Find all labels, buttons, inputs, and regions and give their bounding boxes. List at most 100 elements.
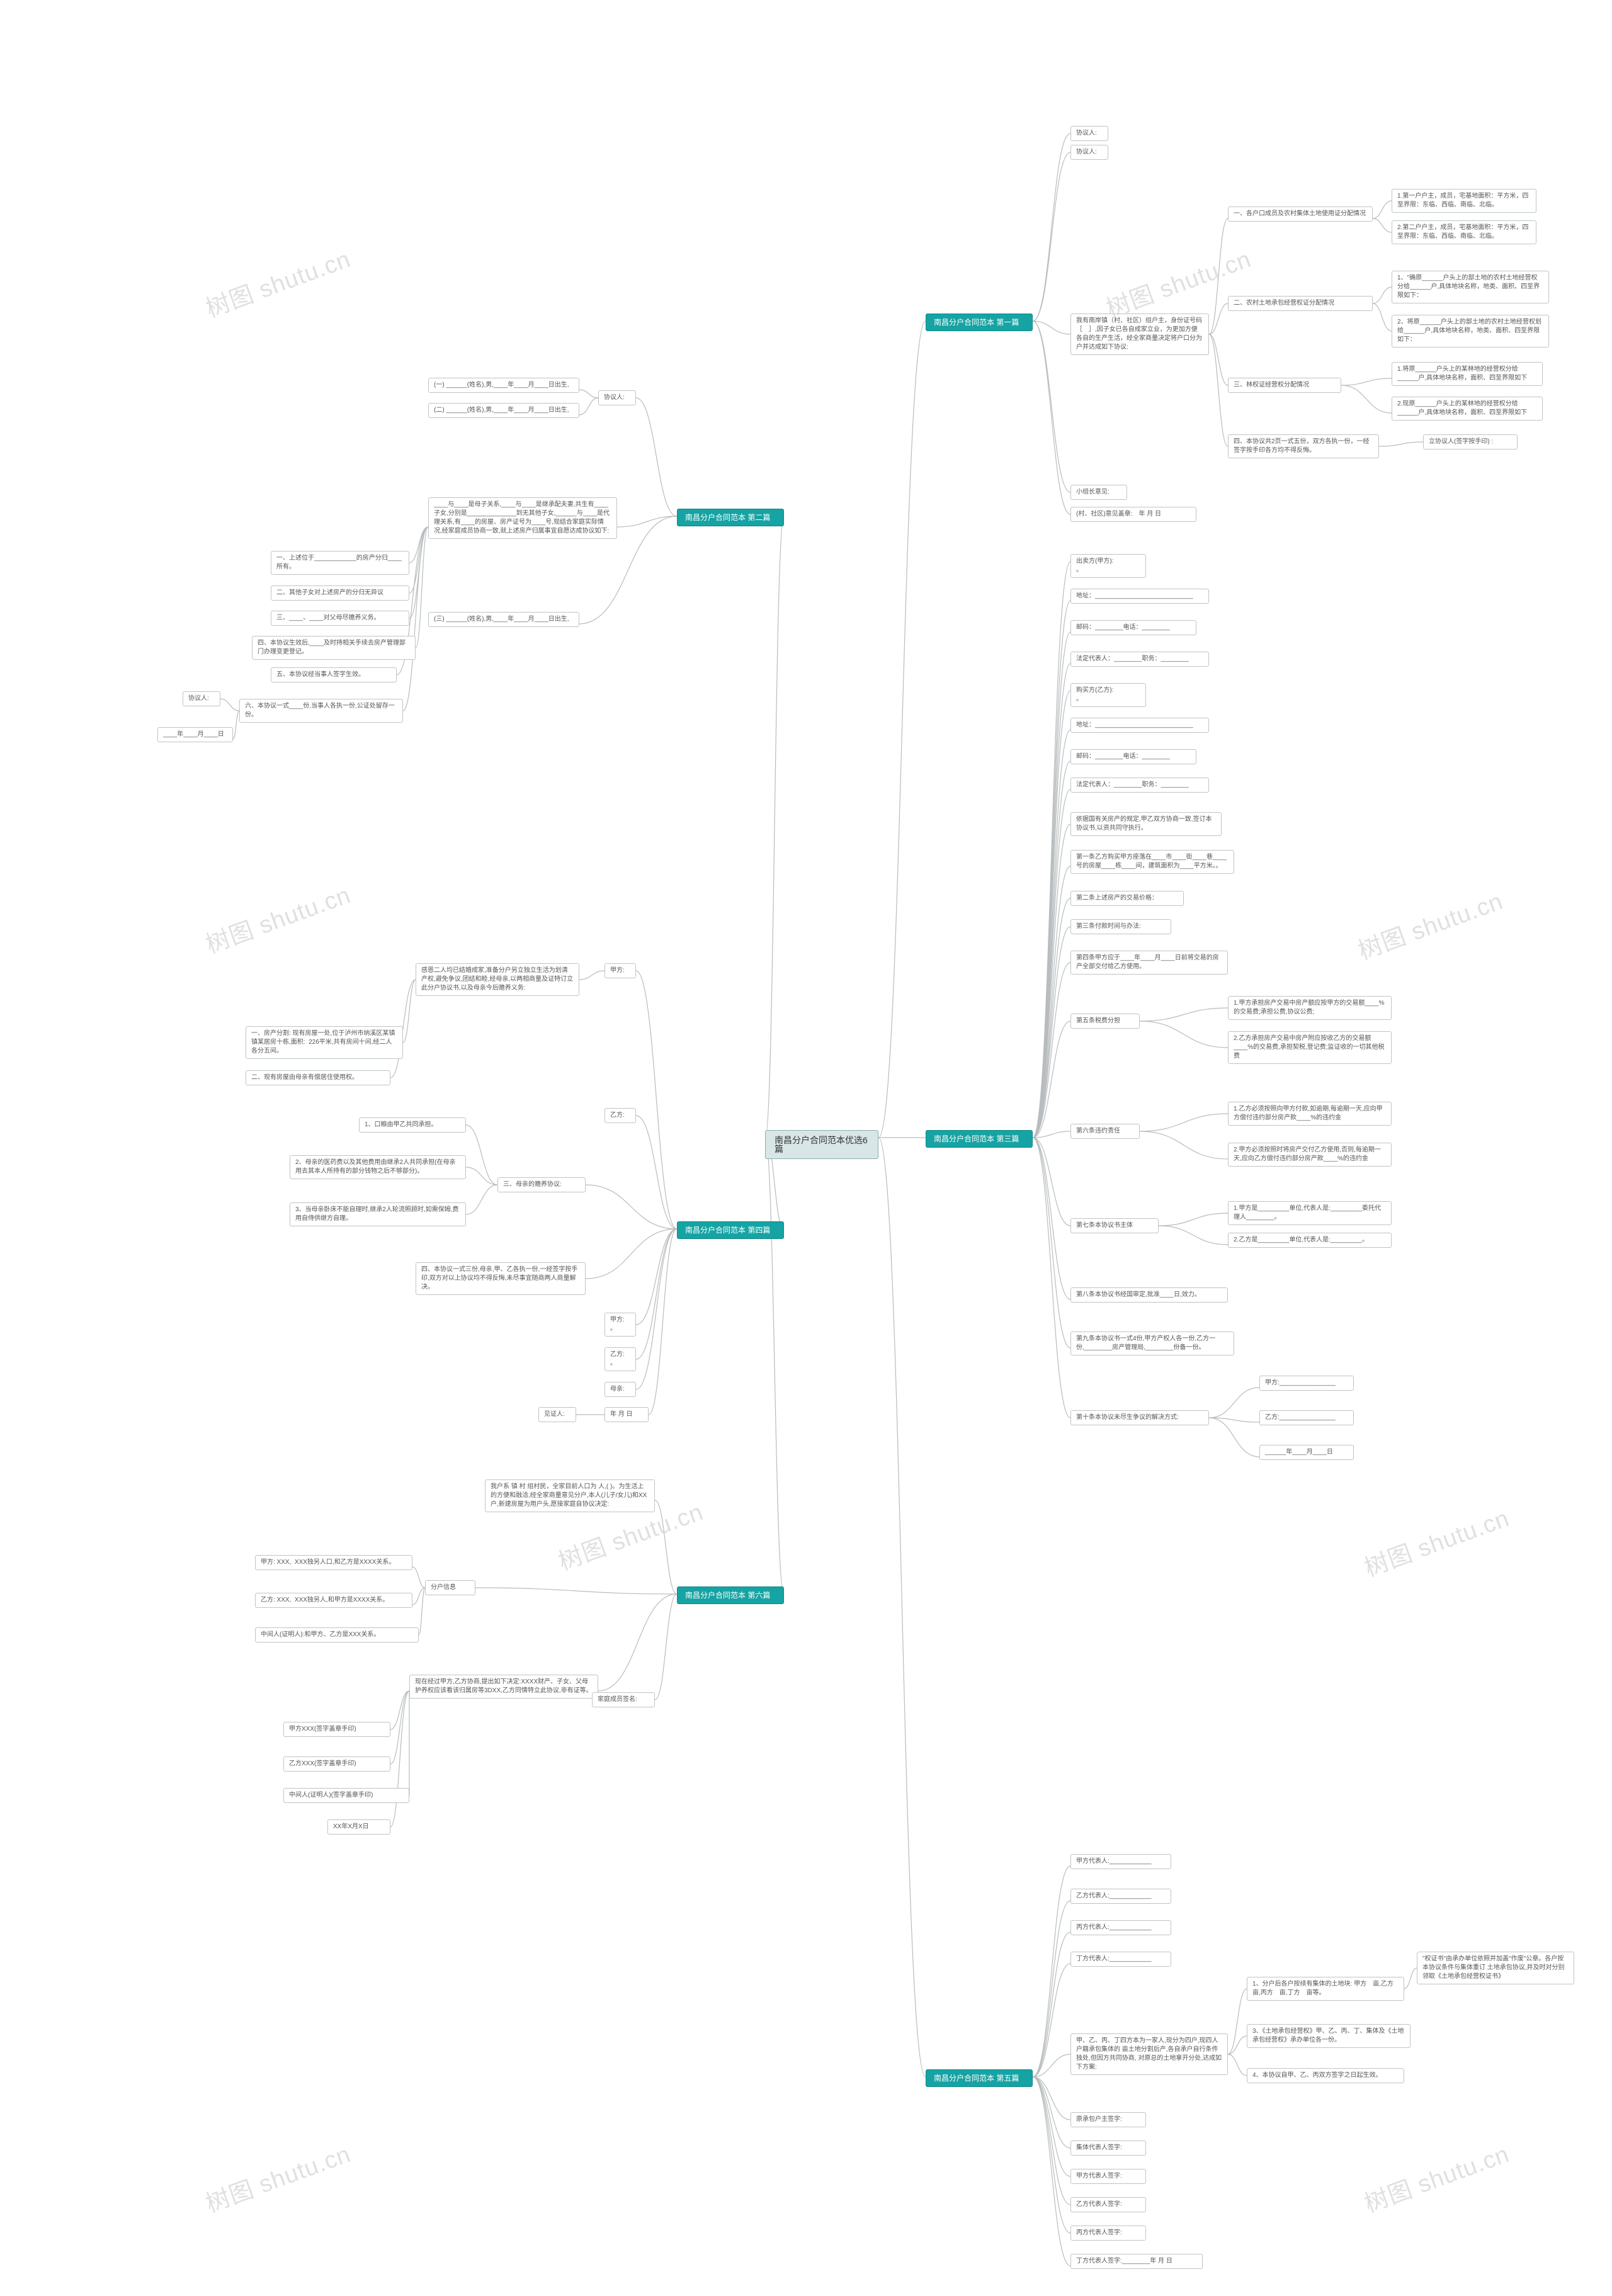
mindmap-node: 甲方XXX(签字盖章手印) xyxy=(283,1722,390,1737)
mindmap-node: 1.甲方承担房产交易中房产额应按甲方的交易额____%的交易费;承担公费,协议公… xyxy=(1228,996,1392,1020)
node-label: 协议人: xyxy=(1076,149,1097,156)
node-label: 2.乙方是_________单位,代表人是:_________。 xyxy=(1234,1236,1368,1243)
mindmap-node: 乙方XXX(签字盖章手印) xyxy=(283,1756,390,1772)
node-label: 立协议人(签字按手印) : xyxy=(1429,438,1493,445)
mindmap-node: 购买方(乙方): 。 xyxy=(1070,683,1146,707)
mindmap-node: 乙方: XXX, XXX独另人,和甲方是XXXX关系。 xyxy=(255,1593,412,1608)
node-label: 中间人(证明人)(签字盖章手印) xyxy=(289,1792,373,1799)
node-label: 南昌分户合同范本 第三篇 xyxy=(934,1134,1019,1143)
node-label: 地址：____________________________ xyxy=(1076,592,1193,599)
node-label: 丁方代表人签字:________年 月 日 xyxy=(1076,2258,1172,2265)
mindmap-node: 丁方代表人:____________ xyxy=(1070,1952,1171,1967)
node-label: 乙方代表人签字: xyxy=(1076,2201,1122,2208)
mindmap-node: 第七条本协议书主体 xyxy=(1070,1218,1159,1233)
mindmap-node: 三、林权证经营权分配情况 xyxy=(1228,378,1341,393)
watermark: 树图 shutu.cn xyxy=(1359,1498,1513,1583)
mindmap-node: 家庭成员签名: xyxy=(592,1692,655,1707)
mindmap-node: 出卖方(甲方): 。 xyxy=(1070,554,1146,578)
node-label: 现在经过甲方,乙方协商,提出如下决定:XXXX财产、子女、父母护养权应该看该归属… xyxy=(415,1678,593,1694)
node-label: 原承包户主签字: xyxy=(1076,2116,1122,2123)
mindmap-node: 法定代表人：________职务：________ xyxy=(1070,652,1209,667)
node-label: 年 月 日 xyxy=(610,1411,633,1418)
node-label: 协议人: xyxy=(1076,130,1097,137)
node-label: 甲方: 。 xyxy=(610,1316,625,1332)
mindmap-node: "权证书"由承办单位依照并加盖"作废"公章。各户按本协议条件与集体重订 土地承包… xyxy=(1417,1952,1574,1984)
mindmap-node: ____年____月____日 xyxy=(157,727,233,742)
node-label: 南昌分户合同范本 第二篇 xyxy=(685,513,770,522)
node-label: 甲方:________________ xyxy=(1265,1379,1336,1386)
node-label: (村、社区)意见盖章: 年 月 日 xyxy=(1076,511,1161,517)
node-label: 家庭成员签名: xyxy=(598,1696,637,1703)
mindmap-node: 感恩二人均已结婚成家,准备分户另立独立生活为划清产权,避免争议,团结和睦,经母亲… xyxy=(416,963,579,996)
mindmap-node: 南昌分户合同范本 第一篇 xyxy=(926,314,1033,331)
node-label: 第一条乙方购买甲方座落在____市____街____巷____号的房屋____栋… xyxy=(1076,854,1227,869)
node-label: 法定代表人：________职务：________ xyxy=(1076,655,1189,662)
node-label: "权证书"由承办单位依照并加盖"作废"公章。各户按本协议条件与集体重订 土地承包… xyxy=(1422,1955,1565,1980)
mindmap-node: 第八条本协议书经国审定,批准____日,效力。 xyxy=(1070,1287,1228,1303)
node-label: 2.第二户户主，成员，宅基地面积：平方米，四至界限：东临、西临、南临、北临。 xyxy=(1397,224,1528,240)
mindmap-node: 五、本协议经当事人签字生效。 xyxy=(271,667,397,682)
node-label: 2、母亲的医药费以及其他费用由继承2人共同承担(在母亲用去其本人所持有的部分钱物… xyxy=(295,1159,455,1175)
mindmap-node: 南昌分户合同范本优选6篇 xyxy=(765,1130,878,1159)
mindmap-node: 1、"确原______户头上的部土地的农村土地经营权分给______户,具体地块… xyxy=(1392,271,1549,303)
mindmap-node: 甲方: xyxy=(604,963,636,978)
node-label: 甲方代表人:____________ xyxy=(1076,1858,1152,1865)
mindmap-node: 丙方代表人:____________ xyxy=(1070,1920,1171,1935)
mindmap-node: 集体代表人签字: xyxy=(1070,2140,1146,2156)
mindmap-node: 我有南岸镇（村、社区）组户主，身份证号码［ ］,因子女已各自成家立业，为更加方便… xyxy=(1070,314,1209,355)
node-label: 乙方: xyxy=(610,1112,625,1119)
node-label: (三) ______(姓名),男,____年____月____日出生, xyxy=(434,616,569,623)
mindmap-node: 我户系 镇 村 组村民，全家目前人口为 人,( )。为生活上的方便和融洽,经全家… xyxy=(485,1479,655,1512)
node-label: 二、现有房屋由母亲有偿居住使用权。 xyxy=(251,1074,358,1081)
node-label: 第八条本协议书经国审定,批准____日,效力。 xyxy=(1076,1291,1201,1298)
watermark: 树图 shutu.cn xyxy=(1359,2134,1513,2219)
node-label: 1、分户后各户按续有集体的土地块: 甲方 亩,乙方 亩,丙方 亩,丁方 亩等。 xyxy=(1252,1981,1400,1996)
mindmap-node: 南昌分户合同范本 第四篇 xyxy=(677,1221,784,1239)
mindmap-node: 甲方:________________ xyxy=(1259,1376,1354,1391)
mindmap-node: 甲方代表人签字: xyxy=(1070,2169,1146,2184)
mindmap-node: 1.将原______户头上的某林地的经营权分给______户,具体地块名称，面积… xyxy=(1392,362,1543,386)
node-label: 南昌分户合同范本 第一篇 xyxy=(934,318,1019,327)
mindmap-node: (一) ______(姓名),男,____年____月____日出生, xyxy=(428,378,579,393)
mindmap-node: 第三条付款时间与办法: xyxy=(1070,919,1171,934)
mindmap-node: 邮码：________电话：________ xyxy=(1070,620,1196,635)
node-label: 4、本协议自甲、乙、丙双方签字之日起生效。 xyxy=(1252,2072,1382,2079)
mindmap-node: 地址：____________________________ xyxy=(1070,589,1209,604)
mindmap-node: 乙方: 。 xyxy=(604,1347,636,1371)
node-label: 2.乙方承担房产交易中房产附应按收乙方的交易额____%的交易费,承担契税,登记… xyxy=(1234,1035,1384,1060)
node-label: 1.将原______户头上的某林地的经营权分给______户,具体地块名称，面积… xyxy=(1397,366,1527,382)
node-label: 丙方代表人签字: xyxy=(1076,2229,1122,2236)
mindmap-node: 乙方代表人:____________ xyxy=(1070,1889,1171,1904)
node-label: 中间人(证明人):和甲方、乙方是XXX关系。 xyxy=(261,1631,380,1638)
node-label: 1、"确原______户头上的部土地的农村土地经营权分给______户,具体地块… xyxy=(1397,274,1540,299)
mindmap-node: 母亲: xyxy=(604,1382,636,1397)
node-label: 甲方代表人签字: xyxy=(1076,2173,1122,2180)
mindmap-node: 1.甲方是_________单位,代表人是:_________委托代理人____… xyxy=(1228,1201,1392,1225)
node-label: 1、口粮由甲乙共同承担。 xyxy=(365,1121,438,1128)
node-label: ____年____月____日 xyxy=(163,731,224,738)
node-label: 乙方: XXX, XXX独另人,和甲方是XXXX关系。 xyxy=(261,1597,389,1603)
mindmap-node: 年 月 日 xyxy=(604,1407,649,1422)
mindmap-node: (二) ______(姓名),男,____年____月____日出生, xyxy=(428,403,579,418)
mindmap-node: 丙方代表人签字: xyxy=(1070,2225,1146,2241)
mindmap-node: (村、社区)意见盖章: 年 月 日 xyxy=(1070,507,1196,522)
node-label: 我户系 镇 村 组村民，全家目前人口为 人,( )。为生活上的方便和融洽,经全家… xyxy=(491,1483,647,1508)
node-label: (一) ______(姓名),男,____年____月____日出生, xyxy=(434,382,569,388)
mindmap-node: 一、上述位于____________的房产分归____所有。 xyxy=(271,551,409,575)
mindmap-node: 2、母亲的医药费以及其他费用由继承2人共同承担(在母亲用去其本人所持有的部分钱物… xyxy=(290,1155,466,1179)
mindmap-node: 邮码：________电话：________ xyxy=(1070,749,1196,764)
mindmap-node: 2.现原______户头上的某林地的经营权分给______户,具体地块名称，面积… xyxy=(1392,397,1543,421)
node-label: 1.乙方必须按照向甲方付款,如逾期,每逾期一天,应向甲方偿付违约部分房产款___… xyxy=(1234,1106,1383,1121)
node-label: 第九条本协议书一式4份,甲方产权人各一份,乙方一份,________房产管理局,… xyxy=(1076,1335,1215,1351)
mindmap-node: 二、农村土地承包经营权证分配情况 xyxy=(1228,296,1373,311)
node-label: XX年X月X日 xyxy=(333,1823,369,1830)
mindmap-node: 现在经过甲方,乙方协商,提出如下决定:XXXX财产、子女、父母护养权应该看该归属… xyxy=(409,1675,598,1699)
node-label: 母亲: xyxy=(610,1386,625,1393)
mindmap-node: 协议人: xyxy=(598,390,636,405)
node-label: 3、当母亲卧床不能自理时,继承2人轮流照顾时,如需保姆,费用自侍供继方自理。 xyxy=(295,1206,458,1222)
node-label: 第七条本协议书主体 xyxy=(1076,1222,1133,1229)
node-label: 集体代表人签字: xyxy=(1076,2144,1122,2151)
node-label: 二、农村土地承包经营权证分配情况 xyxy=(1234,300,1334,307)
mindmap-node: 南昌分户合同范本 第五篇 xyxy=(926,2069,1033,2087)
mindmap-node: 三、____、____对父母尽赡养义务。 xyxy=(271,611,409,626)
